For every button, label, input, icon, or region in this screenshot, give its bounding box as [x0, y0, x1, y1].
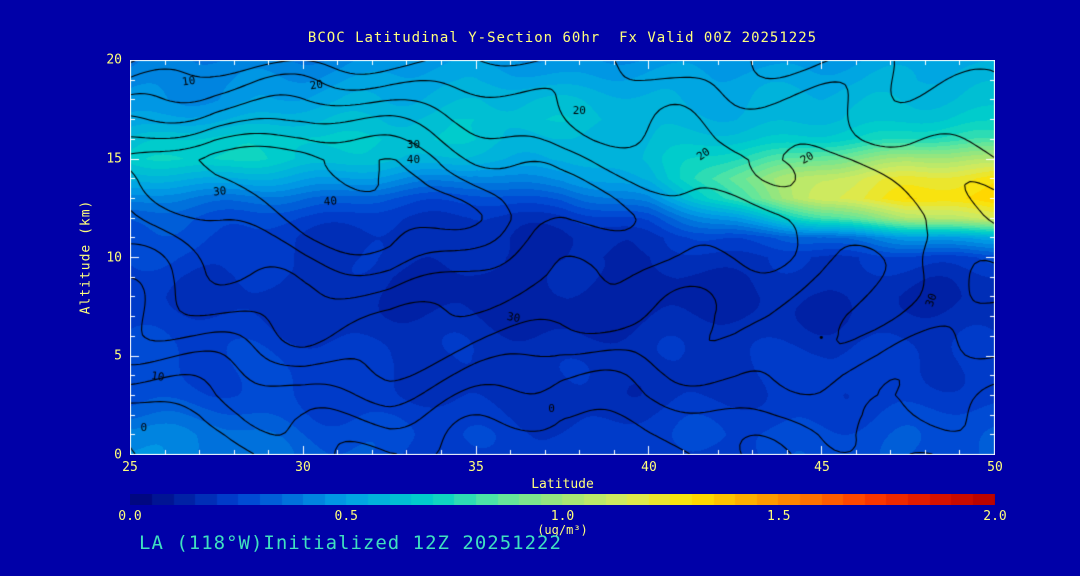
colorbar-units: (ug/m³)	[537, 523, 588, 537]
x-tick-label: 30	[295, 460, 311, 475]
x-axis-title: Latitude	[531, 477, 594, 492]
y-tick-label: 15	[106, 151, 122, 167]
plot-area	[130, 60, 995, 455]
colorbar	[130, 494, 995, 505]
colorbar-tick-label: 0.5	[334, 509, 358, 524]
x-tick-label: 35	[468, 460, 484, 475]
colorbar-tick-label: 0.0	[118, 509, 142, 524]
run-info: LA (118°W)Initialized 12Z 20251222	[139, 532, 562, 554]
chart-title: BCOC Latitudinal Y-Section 60hr Fx Valid…	[307, 30, 818, 46]
y-tick-label: 20	[106, 52, 122, 68]
contour-plot-canvas	[130, 60, 995, 455]
y-tick-label: 5	[114, 348, 122, 364]
y-tick-label: 10	[106, 250, 122, 265]
colorbar-tick-label: 1.0	[550, 509, 575, 524]
x-tick-label: 40	[641, 460, 657, 475]
colorbar-tick-label: 2.0	[983, 509, 1007, 524]
y-tick-label: 0	[114, 447, 122, 463]
x-tick-label: 50	[987, 460, 1003, 475]
x-tick-label: 25	[122, 460, 138, 475]
x-tick-label: 45	[814, 460, 830, 475]
colorbar-tick-label: 1.5	[767, 509, 791, 524]
